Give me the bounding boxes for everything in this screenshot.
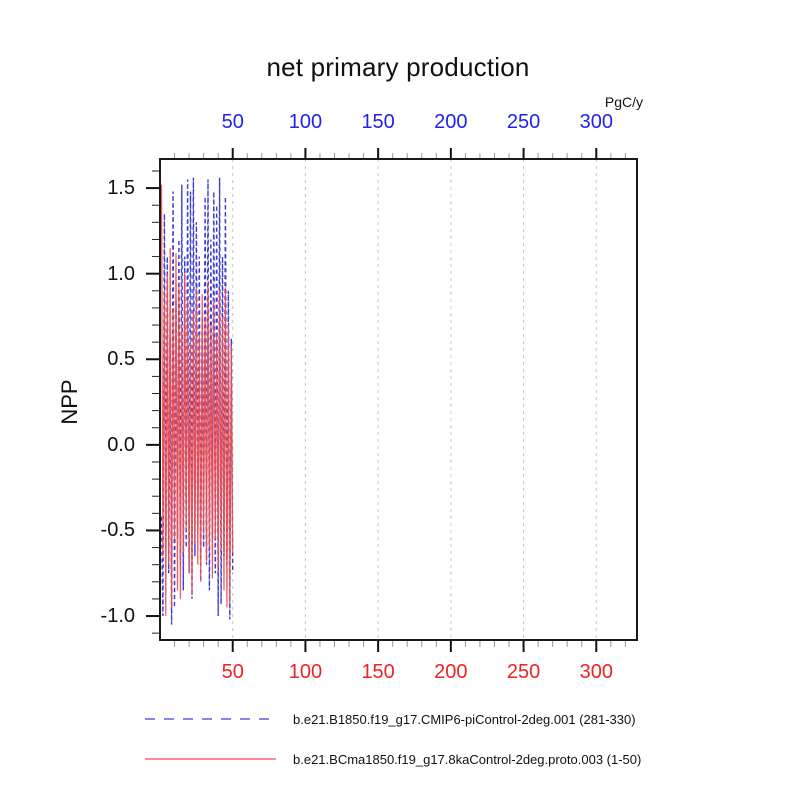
top-axis-tick-label: 300: [579, 111, 613, 133]
top-axis-tick-label: 200: [434, 111, 468, 133]
bottom-axis-tick-label: 200: [434, 661, 468, 683]
legend-row: b.e21.B1850.f19_g17.CMIP6-piControl-2deg…: [145, 711, 705, 727]
left-axis-tick-label: 1.0: [107, 262, 135, 285]
series-solid: [160, 184, 234, 617]
bottom-axis-tick-label: 300: [579, 661, 613, 683]
bottom-axis-tick-label: 150: [361, 661, 395, 683]
bottom-axis-tick-label: 250: [506, 661, 541, 683]
legend-label: b.e21.B1850.f19_g17.CMIP6-piControl-2deg…: [293, 711, 636, 727]
legend-row: b.e21.BCma1850.f19_g17.8kaControl-2deg.p…: [145, 751, 705, 767]
top-axis-tick-label: 100: [288, 111, 323, 133]
left-axis-tick-label: 0.0: [107, 433, 135, 456]
top-axis-tick-label: 250: [506, 111, 541, 133]
bottom-axis-tick-label: 100: [288, 661, 323, 683]
left-axis-tick-label: -0.5: [100, 519, 135, 542]
left-axis-tick-label: -1.0: [100, 605, 135, 628]
legend-line-sample-dashed: [145, 718, 276, 720]
bottom-axis-tick-label: 50: [221, 661, 244, 683]
top-axis-tick-label: 150: [361, 111, 395, 133]
legend: b.e21.B1850.f19_g17.CMIP6-piControl-2deg…: [145, 711, 705, 791]
chart-title: net primary production: [266, 52, 530, 82]
unit-label: PgC/y: [604, 94, 643, 110]
legend-line-sample-solid: [145, 758, 276, 760]
left-axis-tick-label: 1.5: [107, 177, 135, 200]
plot-frame: [159, 158, 638, 641]
left-axis-tick-label: 0.5: [107, 348, 135, 371]
y-axis-title: NPP: [57, 379, 82, 425]
top-axis-tick-label: 50: [221, 111, 244, 133]
legend-label: b.e21.BCma1850.f19_g17.8kaControl-2deg.p…: [293, 751, 642, 767]
